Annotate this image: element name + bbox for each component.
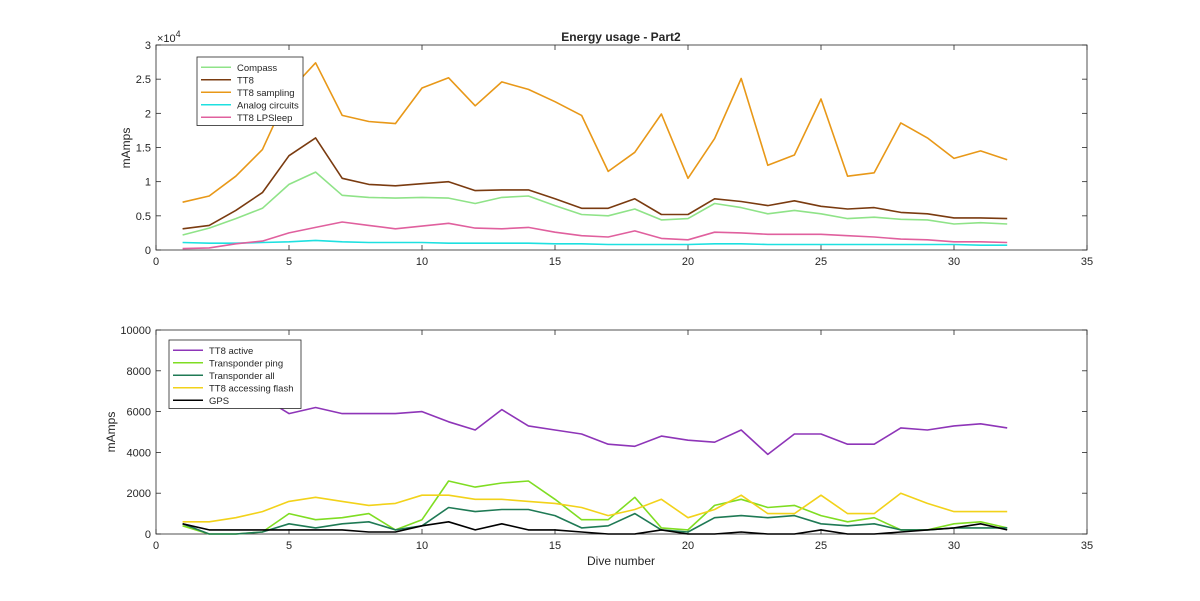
top-x-tick-label: 30 <box>948 256 960 268</box>
bottom-x-tick-label: 35 <box>1081 540 1093 552</box>
bottom-x-tick-label: 20 <box>682 540 694 552</box>
bottom-y-tick-label: 0 <box>145 529 151 541</box>
bottom-y-tick-label: 6000 <box>127 407 151 419</box>
bottom-x-tick-label: 30 <box>948 540 960 552</box>
bottom-legend-label-gps: GPS <box>209 396 229 407</box>
bottom-y-axis-label: mAmps <box>104 412 118 453</box>
top-y-axis-label: mAmps <box>119 128 133 169</box>
bottom-legend-box <box>168 339 302 409</box>
top-series-line-compass <box>182 171 1008 236</box>
top-legend-label-compass: Compass <box>237 63 277 74</box>
bottom-axes-box <box>155 329 1088 535</box>
bottom-series-line-tt8-accessing-flash <box>182 492 1008 523</box>
bottom-series-line-transponder-ping <box>182 480 1008 535</box>
bottom-y-tick-label: 4000 <box>127 447 151 459</box>
top-plot-panel: Energy usage - Part2 ×104 mAmps 0 5 10 15 20… <box>119 29 1093 268</box>
top-x-tick-label: 20 <box>682 256 694 268</box>
top-legend-box <box>196 56 304 126</box>
top-x-tick-label: 5 <box>286 256 292 268</box>
bottom-series-line-tt8-active <box>182 380 1008 456</box>
top-y-tick-label: 3 <box>145 40 151 52</box>
bottom-legend-label-transponder-ping: Transponder ping <box>209 358 283 369</box>
top-y-tick-label: 0.5 <box>136 211 151 223</box>
top-y-tick-label: 2.5 <box>136 74 151 86</box>
bottom-series-line-transponder-all <box>182 506 1008 535</box>
top-y-tick-label: 0 <box>145 245 151 257</box>
bottom-x-tick-label: 10 <box>416 540 428 552</box>
bottom-legend-label-tt8-accessing-flash: TT8 accessing flash <box>209 383 293 394</box>
top-series-line-analog-circuits <box>182 239 1008 246</box>
top-y-tick-label: 1 <box>145 177 151 189</box>
bottom-y-tick-label: 2000 <box>127 488 151 500</box>
bottom-legend-label-tt8-active: TT8 active <box>209 346 253 357</box>
top-legend-label-tt8: TT8 <box>237 75 254 86</box>
bottom-x-tick-label: 0 <box>153 540 159 552</box>
bottom-x-tick-label: 15 <box>549 540 561 552</box>
bottom-y-tick-label: 10000 <box>120 325 151 337</box>
bottom-x-tick-label: 25 <box>815 540 827 552</box>
bottom-x-tick-label: 5 <box>286 540 292 552</box>
top-legend-label-tt8-lpsleep: TT8 LPSleep <box>237 113 292 124</box>
top-y-tick-label: 1.5 <box>136 143 151 155</box>
top-series-line-tt8 <box>182 137 1008 230</box>
bottom-y-tick-label: 8000 <box>127 366 151 378</box>
top-legend-label-tt8-sampling: TT8 sampling <box>237 88 295 99</box>
bottom-series-line-gps <box>182 520 1008 535</box>
bottom-legend-label-transponder-all: Transponder all <box>209 371 275 382</box>
bottom-plot-panel: mAmps Dive number 0 5 10 15 20 25 30 35 0 2000 400… <box>104 325 1093 568</box>
top-axes-box <box>155 44 1088 251</box>
top-x-tick-label: 15 <box>549 256 561 268</box>
top-x-tick-label: 25 <box>815 256 827 268</box>
top-legend-label-analog-circuits: Analog circuits <box>237 100 299 111</box>
top-series-line-tt8-sampling <box>182 61 1008 203</box>
bottom-x-axis-label: Dive number <box>587 554 655 568</box>
top-x-tick-label: 0 <box>153 256 159 268</box>
top-x-tick-label: 35 <box>1081 256 1093 268</box>
top-y-tick-label: 2 <box>145 108 151 120</box>
top-plot-title: Energy usage - Part2 <box>561 30 681 44</box>
top-series-line-tt8-lpsleep <box>182 221 1008 250</box>
top-x-tick-label: 10 <box>416 256 428 268</box>
top-exponent-label: ×104 <box>157 29 181 45</box>
